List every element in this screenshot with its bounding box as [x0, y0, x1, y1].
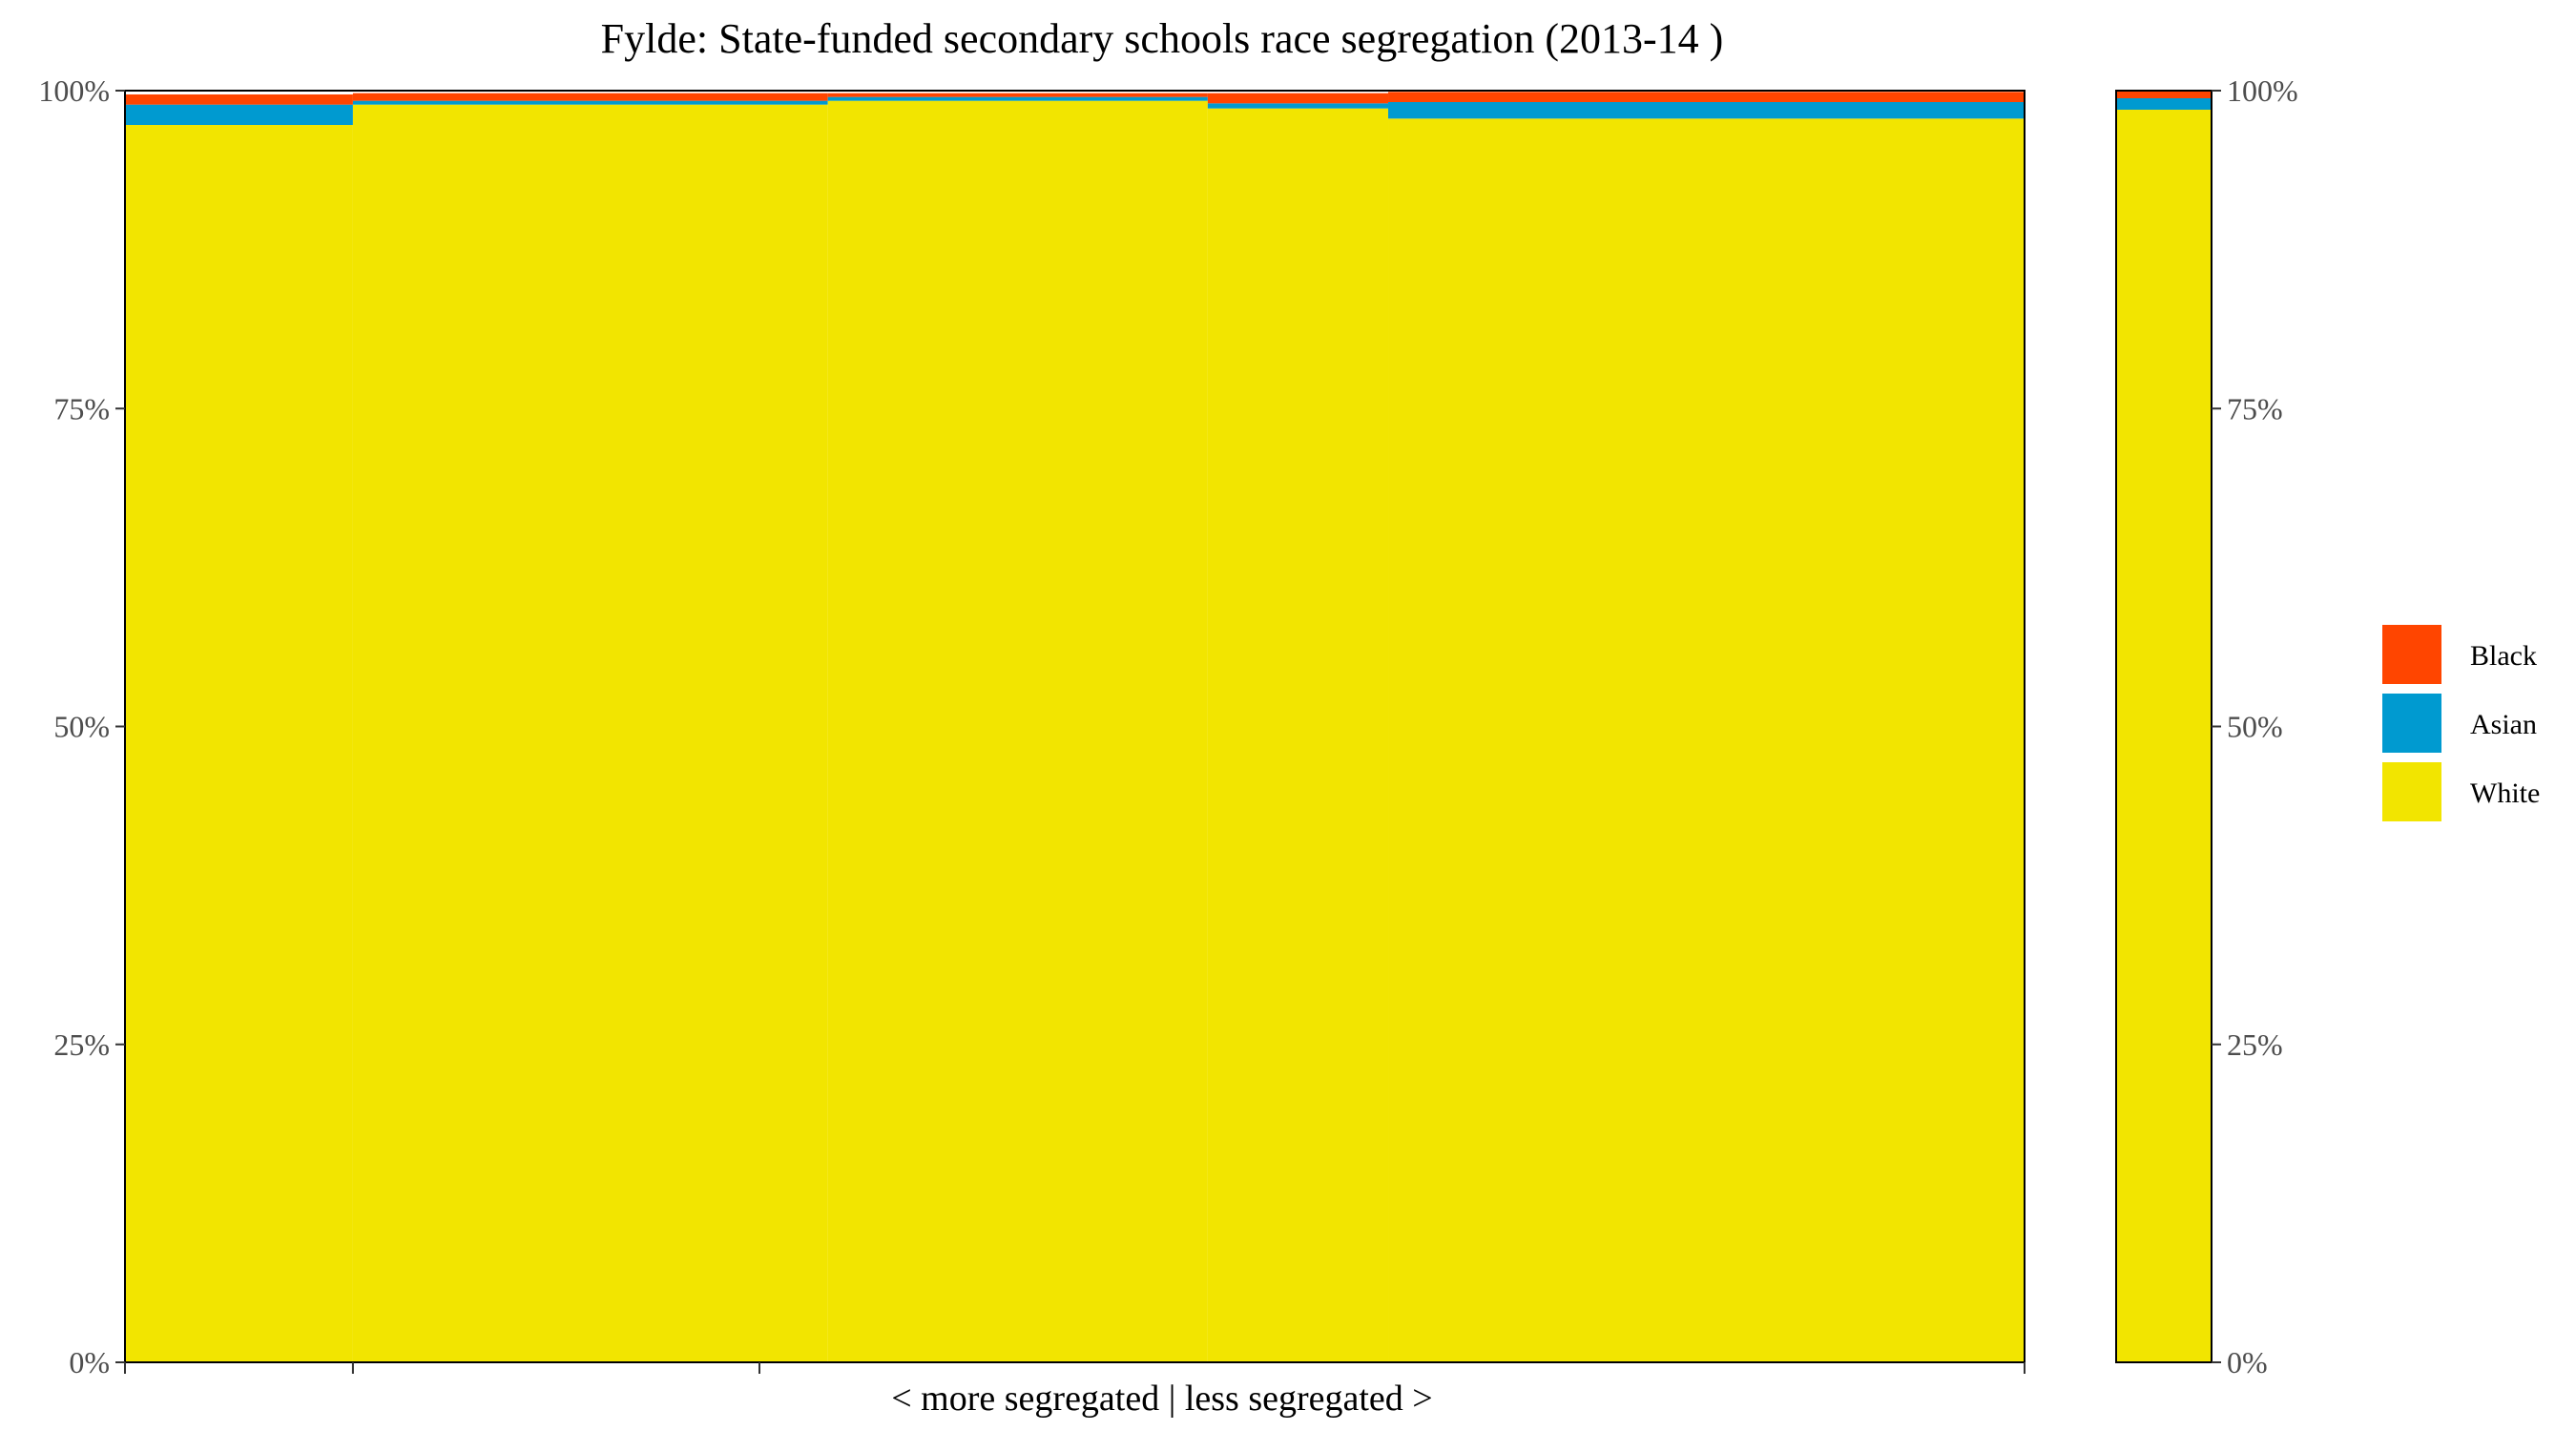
bar-school-1-black [125, 93, 353, 105]
bar-overall-black [2116, 91, 2212, 98]
bar-school-2-asian [352, 100, 828, 105]
y-tick-label-left: 25% [53, 1027, 110, 1062]
x-axis-label: < more segregated | less segregated > [891, 1379, 1432, 1419]
y-tick-label-left: 0% [69, 1345, 110, 1379]
y-tick-label-right: 0% [2227, 1345, 2268, 1379]
legend-swatch-asian [2382, 694, 2441, 753]
bar-school-3-asian [827, 96, 1208, 101]
y-tick-label-left: 75% [53, 391, 110, 425]
legend-label-black: Black [2470, 640, 2537, 672]
bar-school-4-white [1207, 108, 1389, 1363]
overall-bar [2116, 91, 2212, 1363]
bar-school-5-asian [1388, 101, 2025, 119]
y-tick-label-left: 100% [38, 73, 110, 108]
bar-school-5-black [1388, 92, 2025, 102]
y-tick-label-right: 25% [2227, 1027, 2283, 1062]
bar-overall-asian [2116, 97, 2212, 110]
bar-school-4-black [1207, 93, 1389, 104]
school-bars [125, 92, 2025, 1363]
legend-swatch-white [2382, 762, 2441, 821]
bar-school-5-white [1388, 118, 2025, 1362]
bar-school-3-black [827, 93, 1208, 97]
y-tick-label-right: 75% [2227, 391, 2283, 425]
legend-swatch-black [2382, 625, 2441, 684]
chart-title: Fylde: State-funded secondary schools ra… [601, 15, 1724, 62]
y-tick-label-right: 100% [2227, 73, 2298, 108]
legend-label-asian: Asian [2470, 709, 2537, 740]
legend-label-white: White [2470, 778, 2540, 809]
bar-school-2-white [352, 104, 828, 1363]
legend: Black Asian White [2382, 625, 2540, 821]
y-axis-right: 0% 25% 50% 75% 100% [2212, 73, 2298, 1379]
y-tick-label-right: 50% [2227, 710, 2283, 744]
bar-overall-white [2116, 109, 2212, 1363]
bar-school-2-black [352, 93, 828, 101]
bar-school-3-white [827, 100, 1208, 1362]
bar-school-4-asian [1207, 103, 1389, 109]
bar-school-1-white [125, 124, 353, 1363]
y-tick-label-left: 50% [53, 710, 110, 744]
y-axis-left: 0% 25% 50% 75% 100% [38, 73, 125, 1379]
bar-school-1-asian [125, 104, 353, 125]
x-axis [124, 1361, 2212, 1374]
